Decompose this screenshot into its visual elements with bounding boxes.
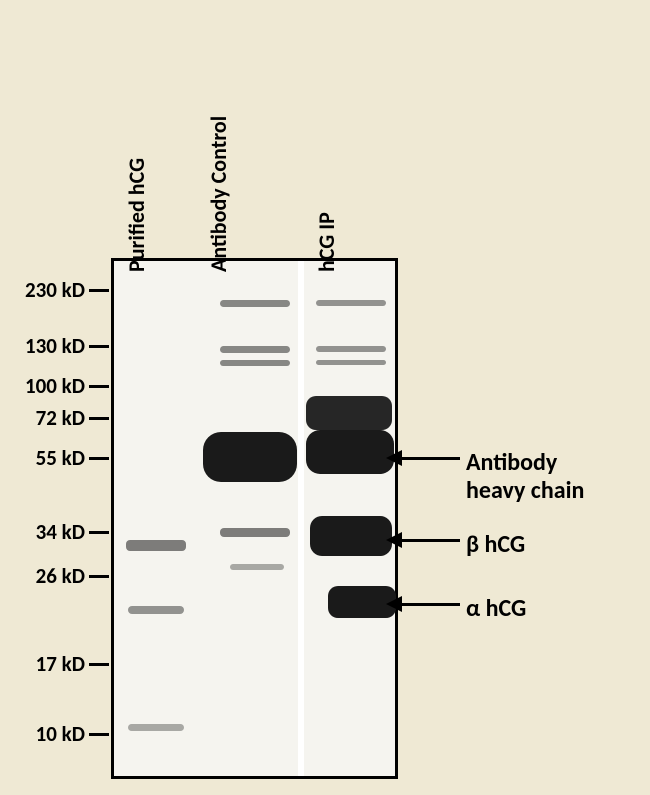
mw-tick xyxy=(89,385,109,388)
mw-tick xyxy=(89,575,109,578)
mw-label: 100 kD xyxy=(0,373,85,399)
gel-band xyxy=(316,346,386,352)
gel-band xyxy=(220,300,290,307)
band-annotation: α hCG xyxy=(466,594,526,623)
gel-band xyxy=(220,528,290,537)
mw-label: 230 kD xyxy=(0,277,85,303)
gel-band xyxy=(306,396,392,430)
gel-band xyxy=(126,540,186,551)
mw-label: 10 kD xyxy=(0,721,85,747)
lane-label: Purified hCG xyxy=(123,158,150,272)
mw-label: 17 kD xyxy=(0,651,85,677)
mw-tick xyxy=(89,457,109,460)
gel-band xyxy=(128,724,184,731)
band-annotation: β hCG xyxy=(466,530,525,559)
gel-band xyxy=(230,564,284,570)
gel-band xyxy=(220,346,290,353)
mw-tick xyxy=(89,289,109,292)
band-annotation: heavy chain xyxy=(466,476,584,505)
lane-label: Antibody Control xyxy=(205,116,232,272)
mw-tick xyxy=(89,663,109,666)
annotation-arrow xyxy=(400,539,460,542)
gel-band xyxy=(128,606,184,614)
mw-label: 34 kD xyxy=(0,519,85,545)
mw-label: 26 kD xyxy=(0,563,85,589)
band-annotation: Antibody xyxy=(466,448,557,477)
mw-label: 55 kD xyxy=(0,445,85,471)
mw-label: 72 kD xyxy=(0,405,85,431)
mw-tick xyxy=(89,417,109,420)
annotation-arrow xyxy=(400,603,460,606)
gel-band xyxy=(203,432,297,482)
gel-band xyxy=(316,360,386,365)
gel-band xyxy=(220,360,290,366)
arrow-head-icon xyxy=(386,596,402,612)
mw-tick xyxy=(89,733,109,736)
mw-tick xyxy=(89,345,109,348)
gel-band xyxy=(316,300,386,306)
annotation-arrow xyxy=(400,457,460,460)
arrow-head-icon xyxy=(386,532,402,548)
lane-label: hCG IP xyxy=(313,212,340,272)
gel-band xyxy=(310,516,392,556)
gel-band xyxy=(306,430,394,474)
arrow-head-icon xyxy=(386,450,402,466)
mw-tick xyxy=(89,531,109,534)
mw-label: 130 kD xyxy=(0,333,85,359)
